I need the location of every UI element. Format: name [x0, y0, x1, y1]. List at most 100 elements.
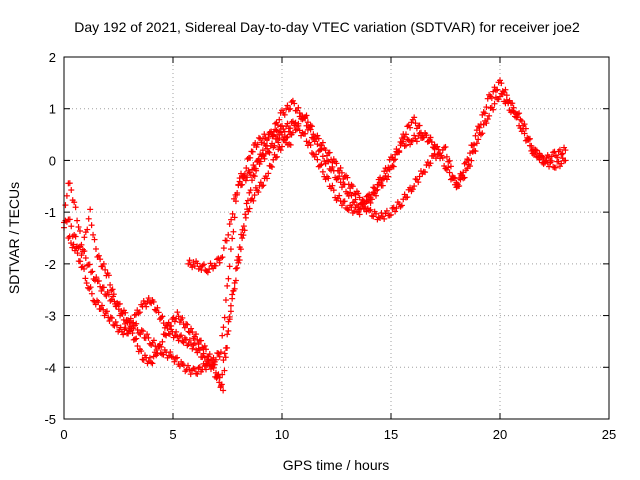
data-point [225, 231, 232, 238]
data-point [411, 183, 418, 190]
data-point [381, 215, 388, 222]
data-point [193, 331, 200, 338]
data-point [461, 174, 468, 181]
data-point [314, 132, 321, 139]
data-point [119, 309, 126, 316]
data-point [210, 265, 217, 272]
data-point [237, 246, 244, 253]
data-point [308, 150, 315, 157]
data-point [277, 147, 284, 154]
data-point [84, 284, 91, 291]
data-point [445, 164, 452, 171]
data-point [81, 234, 88, 241]
data-point [400, 138, 407, 145]
data-point [265, 148, 272, 155]
data-point [224, 282, 231, 289]
data-point [288, 99, 295, 106]
data-point [89, 268, 96, 275]
data-point [145, 334, 152, 341]
data-point [291, 100, 298, 107]
data-point [483, 104, 490, 111]
data-point [68, 187, 75, 194]
data-point [308, 123, 315, 130]
data-point [482, 110, 489, 117]
data-point [146, 340, 153, 347]
y-tick-label: -1 [44, 205, 56, 220]
data-point [348, 181, 355, 188]
data-point [338, 184, 345, 191]
data-point [88, 269, 95, 276]
data-point [195, 364, 202, 371]
data-point [276, 135, 283, 142]
data-point [206, 351, 213, 358]
data-point [550, 163, 557, 170]
data-point [216, 259, 223, 266]
data-point [492, 87, 499, 94]
data-point [222, 297, 229, 304]
data-point [130, 319, 137, 326]
data-point [167, 349, 174, 356]
data-point [128, 325, 135, 332]
data-point [223, 237, 230, 244]
data-point [72, 233, 79, 240]
data-point [344, 206, 351, 213]
data-point [72, 204, 79, 211]
data-point [244, 174, 251, 181]
data-point [502, 86, 509, 93]
data-point [158, 314, 165, 321]
data-point [231, 214, 238, 221]
data-point [186, 366, 193, 373]
data-point [247, 154, 254, 161]
data-point [265, 135, 272, 142]
data-point [422, 169, 429, 176]
data-point [108, 287, 115, 294]
data-point [382, 172, 389, 179]
data-point [522, 125, 529, 132]
data-point [307, 142, 314, 149]
y-tick-label: -4 [44, 360, 56, 375]
data-point [528, 142, 535, 149]
data-point [378, 176, 385, 183]
data-point [102, 266, 109, 273]
data-point [220, 245, 227, 252]
data-point [235, 253, 242, 260]
data-point [352, 191, 359, 198]
data-point [356, 194, 363, 201]
data-point [447, 163, 454, 170]
data-point [155, 309, 162, 316]
data-point [401, 191, 408, 198]
data-point [358, 201, 365, 208]
data-point [304, 119, 311, 126]
data-point [203, 346, 210, 353]
data-point [383, 207, 390, 214]
data-point [274, 153, 281, 160]
data-point [76, 227, 83, 234]
data-point [259, 151, 266, 158]
data-point [383, 167, 390, 174]
data-point [402, 142, 409, 149]
data-point [136, 309, 143, 316]
data-point [398, 202, 405, 209]
data-point [367, 206, 374, 213]
data-point [516, 110, 523, 117]
data-point [319, 168, 326, 175]
data-points [61, 77, 569, 394]
data-point [367, 199, 374, 206]
y-tick-label: 0 [49, 153, 56, 168]
data-point [356, 206, 363, 213]
data-point [107, 281, 114, 288]
data-point [165, 352, 172, 359]
data-point [427, 160, 434, 167]
data-point [446, 169, 453, 176]
data-point [396, 149, 403, 156]
data-point [303, 138, 310, 145]
data-point [513, 114, 520, 121]
data-point [265, 170, 272, 177]
data-point [187, 371, 194, 378]
data-point [190, 259, 197, 266]
data-point [179, 314, 186, 321]
data-point [517, 116, 524, 123]
data-point [145, 295, 152, 302]
data-point [379, 176, 386, 183]
data-point [78, 252, 85, 259]
